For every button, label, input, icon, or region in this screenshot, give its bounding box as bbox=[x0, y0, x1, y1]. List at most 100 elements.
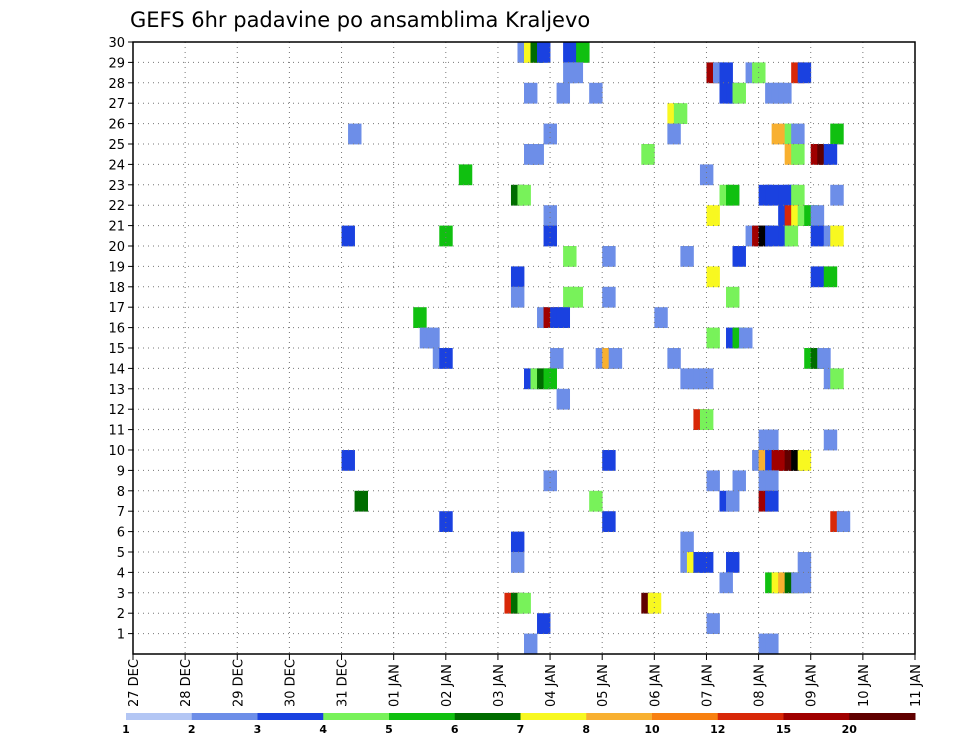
y-tick-label: 13 bbox=[108, 383, 125, 398]
heatmap-cell bbox=[719, 572, 733, 594]
heatmap-cell bbox=[589, 82, 603, 104]
color-legend: 1 2 3 4 5 6 7 8 10 12 15 20 bbox=[122, 713, 916, 736]
y-tick-label: 29 bbox=[108, 56, 125, 71]
heatmap-cell bbox=[647, 592, 662, 614]
heatmap-cell bbox=[537, 613, 551, 634]
heatmap-cell bbox=[602, 246, 616, 267]
y-tick-label: 30 bbox=[108, 36, 125, 51]
heatmap-cell bbox=[576, 42, 590, 63]
heatmap-cell bbox=[765, 225, 779, 247]
heatmap-cell bbox=[823, 429, 838, 451]
heatmap-cell bbox=[556, 307, 571, 328]
heatmap-cell bbox=[439, 348, 453, 369]
y-tick-label: 8 bbox=[117, 485, 125, 500]
heatmap-cell bbox=[797, 62, 812, 84]
legend-swatch bbox=[717, 713, 784, 720]
heatmap-cell bbox=[778, 82, 792, 104]
heatmap-cell bbox=[726, 184, 740, 206]
heatmap-cell bbox=[706, 470, 720, 492]
heatmap-cell bbox=[765, 429, 779, 451]
heatmap-cell bbox=[830, 368, 844, 390]
legend-label: 10 bbox=[644, 723, 660, 736]
heatmap-cell bbox=[543, 368, 557, 390]
heatmap-cell bbox=[543, 205, 557, 226]
y-tick-label: 15 bbox=[108, 342, 125, 357]
heatmap-cell bbox=[563, 246, 577, 267]
legend-label: 8 bbox=[582, 723, 590, 736]
heatmap-cell bbox=[817, 348, 831, 369]
y-tick-label: 16 bbox=[108, 322, 125, 337]
y-tick-label: 3 bbox=[117, 587, 125, 602]
heatmap-cell bbox=[784, 225, 799, 247]
x-tick-label: 29 DEC bbox=[231, 659, 246, 707]
legend-label: 15 bbox=[776, 723, 791, 736]
heatmap-cell bbox=[726, 552, 740, 573]
x-tick-label: 03 JAN bbox=[492, 664, 507, 707]
legend-swatch bbox=[520, 713, 587, 720]
heatmap-cell bbox=[458, 164, 473, 186]
heatmap-cell bbox=[543, 123, 557, 145]
heatmap-cell bbox=[823, 266, 838, 288]
legend-label: 6 bbox=[451, 723, 459, 736]
grid-lines bbox=[133, 41, 915, 654]
x-tick-label: 06 JAN bbox=[648, 664, 663, 707]
heatmap-cell bbox=[439, 225, 453, 247]
y-tick-label: 22 bbox=[108, 199, 125, 214]
heatmap-cell bbox=[836, 511, 851, 532]
x-tick-label: 01 JAN bbox=[388, 664, 403, 707]
x-tick-label: 08 JAN bbox=[753, 664, 768, 707]
heatmap-cell bbox=[765, 184, 779, 206]
heatmap-cell bbox=[569, 286, 584, 308]
x-tick-label: 02 JAN bbox=[440, 664, 455, 707]
heatmap-cell bbox=[726, 286, 740, 308]
heatmap-cell bbox=[810, 266, 825, 288]
y-tick-label: 24 bbox=[108, 158, 125, 173]
heatmap-cell bbox=[589, 490, 603, 512]
heatmap-cell bbox=[699, 368, 714, 390]
y-axis-ticks: 1234567891011121314151617181920212223242… bbox=[108, 36, 133, 643]
x-tick-label: 05 JAN bbox=[596, 664, 611, 707]
legend-label: 2 bbox=[188, 723, 196, 736]
legend-label: 5 bbox=[385, 723, 393, 736]
legend-label: 4 bbox=[319, 723, 327, 736]
legend-swatch bbox=[389, 713, 456, 720]
y-tick-label: 5 bbox=[117, 546, 125, 561]
heatmap-cell bbox=[439, 511, 453, 532]
heatmap-cell bbox=[556, 82, 571, 104]
legend-swatch bbox=[257, 713, 324, 720]
y-tick-label: 28 bbox=[108, 77, 125, 92]
heatmap-cell bbox=[706, 205, 720, 226]
y-tick-label: 1 bbox=[117, 628, 125, 643]
y-tick-label: 19 bbox=[108, 260, 125, 275]
x-tick-label: 09 JAN bbox=[805, 664, 820, 707]
x-axis-ticks: 27 DEC 28 DEC 29 DEC 30 DEC 31 DEC 01 JAN 02 J… bbox=[127, 654, 924, 707]
heatmap-cell bbox=[810, 225, 825, 247]
y-tick-label: 17 bbox=[108, 301, 125, 316]
heatmap-cell bbox=[765, 470, 779, 492]
x-tick-label: 28 DEC bbox=[179, 659, 194, 707]
heatmap-cell bbox=[602, 286, 616, 308]
heatmap-cell bbox=[732, 470, 746, 492]
y-tick-label: 12 bbox=[108, 403, 125, 418]
x-tick-label: 07 JAN bbox=[700, 664, 715, 707]
heatmap-cell bbox=[569, 62, 584, 84]
x-tick-label: 04 JAN bbox=[544, 664, 559, 707]
y-tick-label: 23 bbox=[108, 179, 125, 194]
heatmap-cells bbox=[341, 42, 851, 655]
heatmap-cell bbox=[537, 42, 551, 63]
heatmap-cell bbox=[797, 572, 812, 594]
y-tick-label: 10 bbox=[108, 444, 125, 459]
heatmap-cell bbox=[680, 246, 694, 267]
legend-swatch bbox=[454, 713, 521, 720]
x-tick-label: 31 DEC bbox=[336, 659, 351, 707]
heatmap-cell bbox=[765, 490, 779, 512]
heatmap-cell bbox=[510, 266, 525, 288]
heatmap-cell bbox=[739, 327, 753, 349]
heatmap-cell bbox=[732, 246, 746, 267]
heatmap-cell bbox=[791, 144, 805, 165]
heatmap-cell bbox=[556, 388, 571, 410]
heatmap-cell bbox=[341, 450, 355, 471]
heatmap-cell bbox=[667, 348, 681, 369]
heatmap-cell bbox=[510, 552, 525, 573]
